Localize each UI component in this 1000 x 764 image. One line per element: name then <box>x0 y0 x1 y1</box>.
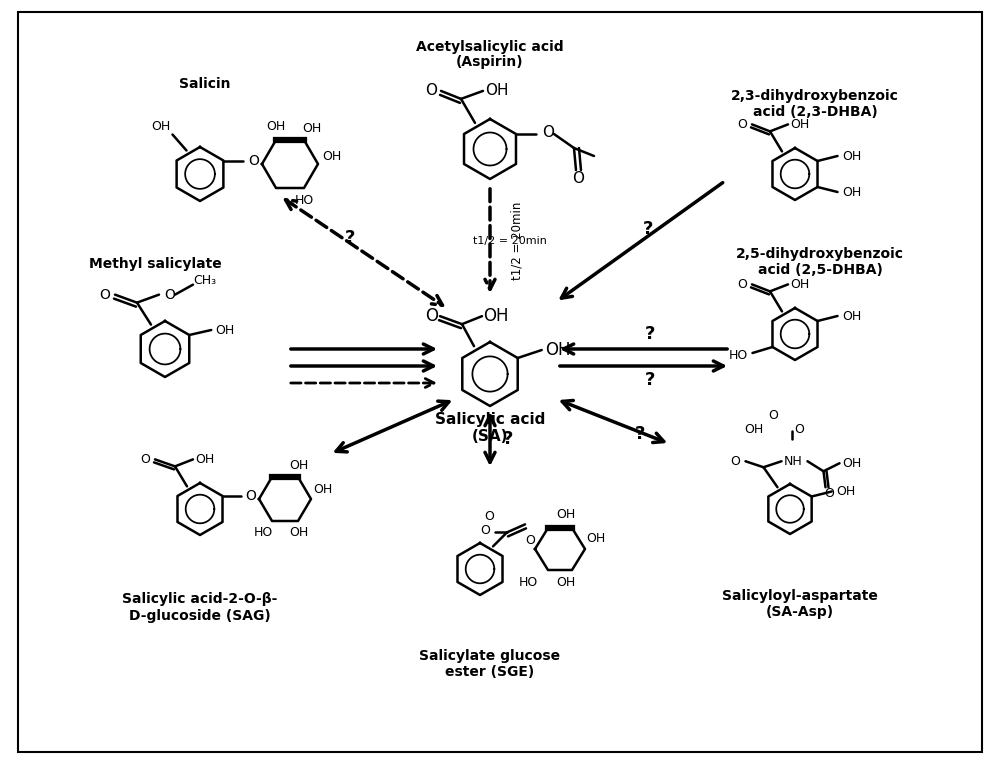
Text: OH: OH <box>744 422 763 435</box>
Text: Salicylic acid
(SA): Salicylic acid (SA) <box>435 412 545 444</box>
Text: O: O <box>480 524 490 537</box>
Text: Salicylic acid-2-O-β-: Salicylic acid-2-O-β- <box>122 592 278 606</box>
Text: O: O <box>769 409 778 422</box>
Text: OH: OH <box>289 458 309 471</box>
Text: ?: ? <box>635 425 645 443</box>
Text: OH: OH <box>842 457 861 470</box>
Text: O: O <box>525 535 535 548</box>
Text: OH: OH <box>556 575 576 588</box>
Text: O: O <box>737 278 747 291</box>
Text: t1/2 = 20min: t1/2 = 20min <box>473 236 547 246</box>
Text: CH₃: CH₃ <box>193 274 217 287</box>
Text: OH: OH <box>545 341 570 359</box>
Text: O: O <box>795 422 804 435</box>
Text: OH: OH <box>842 186 861 199</box>
Text: O: O <box>484 510 494 523</box>
Text: OH: OH <box>322 150 342 163</box>
Text: OH: OH <box>586 533 606 545</box>
Text: O: O <box>248 154 259 167</box>
Text: acid (2,5-DHBA): acid (2,5-DHBA) <box>758 263 882 277</box>
Text: Salicylate glucose: Salicylate glucose <box>419 649 561 663</box>
Text: O: O <box>426 307 438 325</box>
Text: O: O <box>140 453 150 466</box>
Text: Acetylsalicylic acid: Acetylsalicylic acid <box>416 40 564 54</box>
Text: O: O <box>100 287 110 302</box>
Text: ?: ? <box>645 371 655 389</box>
Text: HO: HO <box>729 348 748 361</box>
Text: ester (SGE): ester (SGE) <box>445 665 535 679</box>
Text: O: O <box>572 170 584 186</box>
Text: OH: OH <box>556 509 576 522</box>
Text: OH: OH <box>790 278 810 291</box>
Text: O: O <box>165 287 175 302</box>
Text: O: O <box>245 489 256 503</box>
Text: OH: OH <box>483 307 509 325</box>
Text: Salicin: Salicin <box>179 77 231 91</box>
Text: O: O <box>737 118 747 131</box>
Text: OH: OH <box>842 309 861 322</box>
Text: Methyl salicylate: Methyl salicylate <box>89 257 221 271</box>
Text: OH: OH <box>790 118 810 131</box>
Text: ?: ? <box>645 325 655 343</box>
Text: (SA-Asp): (SA-Asp) <box>766 605 834 619</box>
Text: D-glucoside (SAG): D-glucoside (SAG) <box>129 609 271 623</box>
Text: HO: HO <box>518 575 538 588</box>
Text: OH: OH <box>485 83 509 99</box>
Text: Salicyloyl-aspartate: Salicyloyl-aspartate <box>722 589 878 603</box>
Text: HO: HO <box>294 193 314 206</box>
Text: (Aspirin): (Aspirin) <box>456 55 524 69</box>
Text: OH: OH <box>302 121 322 134</box>
Text: acid (2,3-DHBA): acid (2,3-DHBA) <box>753 105 877 119</box>
Text: HO: HO <box>253 526 273 539</box>
Text: NH: NH <box>784 455 803 468</box>
Text: OH: OH <box>313 483 333 496</box>
Text: OH: OH <box>842 150 861 163</box>
Text: ?: ? <box>345 229 355 247</box>
Text: ?: ? <box>643 220 653 238</box>
Text: OH: OH <box>195 453 215 466</box>
Text: O: O <box>542 125 554 140</box>
Text: 2,5-dihydroxybenzoic: 2,5-dihydroxybenzoic <box>736 247 904 261</box>
Text: 2,3-dihydroxybenzoic: 2,3-dihydroxybenzoic <box>731 89 899 103</box>
Text: O: O <box>825 487 834 500</box>
Text: t1/2 = 20min: t1/2 = 20min <box>510 202 523 280</box>
Text: OH: OH <box>151 120 170 133</box>
Text: O: O <box>425 83 437 99</box>
Text: OH: OH <box>836 485 855 498</box>
Text: OH: OH <box>216 323 235 336</box>
Text: O: O <box>731 455 740 468</box>
Text: OH: OH <box>266 119 286 132</box>
Text: ?: ? <box>503 430 513 448</box>
Text: OH: OH <box>289 526 309 539</box>
